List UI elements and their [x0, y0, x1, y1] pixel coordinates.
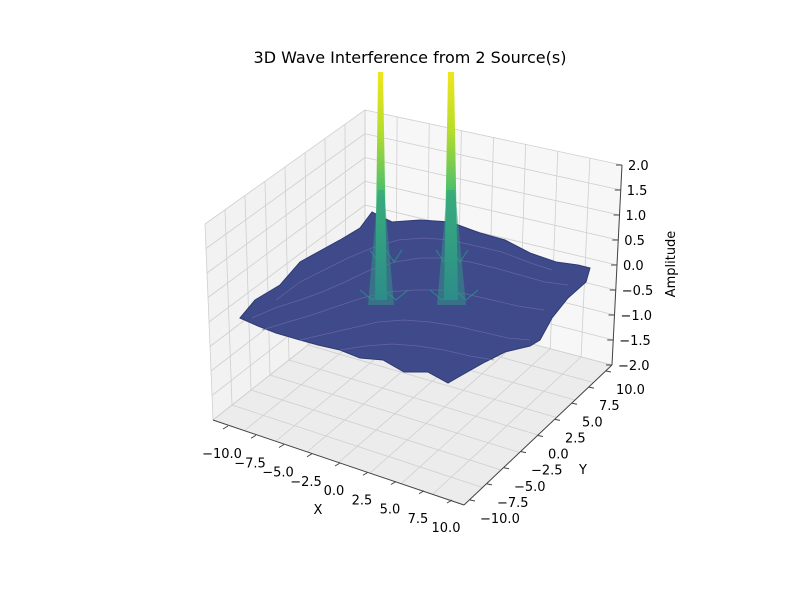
x-tick-mark [250, 434, 257, 439]
y-axis-line [463, 364, 613, 506]
z-tick-label: 0.5 [624, 234, 645, 249]
wave-surface [239, 72, 591, 384]
spike-halo-2 [437, 190, 466, 305]
x-gridline [369, 340, 520, 474]
z-gridline-left [208, 204, 366, 323]
chart-title: 3D Wave Interference from 2 Source(s) [253, 48, 567, 67]
x-tick-mark [446, 499, 453, 504]
z-ticks: −2.0 −1.5 −1.0 −0.5 0.0 0.5 1.0 1.5 2.0 [606, 159, 653, 374]
x-ticks: −10.0−7.5−5.0−2.50.0 2.5 5.0 7.510.0 [202, 425, 461, 536]
x-tick-label: −2.5 [290, 475, 322, 490]
y-tick-mark [588, 386, 595, 389]
y-tick-label: 2.5 [565, 431, 586, 446]
z-gridline-left [205, 133, 366, 249]
x-gridline [432, 356, 582, 495]
surface-body [239, 211, 591, 384]
z-axis-label: Amplitude [664, 231, 679, 298]
y-ticks: −10.0−7.5−5.0−2.50.0 2.55.07.510.0 [469, 370, 645, 527]
z-tick-label: 1.5 [627, 184, 648, 199]
x-tick-label: 7.5 [408, 512, 429, 527]
y-tick-label: 10.0 [616, 383, 645, 398]
z-tick-label: 0.0 [623, 259, 644, 274]
x-gridline [400, 348, 551, 485]
x-tick-mark [306, 453, 313, 458]
x-tick-mark [362, 471, 369, 476]
y-tick-label: −10.0 [480, 512, 520, 527]
surface-texture [251, 237, 569, 361]
y-tick-label: −7.5 [497, 496, 529, 511]
x-tick-mark [334, 462, 341, 467]
x-tick-label: 0.0 [324, 484, 345, 499]
z-tick-label: −2.0 [618, 359, 650, 374]
y-tick-mark [605, 370, 612, 373]
y-tick-label: 0.0 [548, 448, 569, 463]
y-tick-mark [554, 418, 561, 421]
y-tick-mark [520, 451, 527, 454]
y-gridline [307, 344, 557, 418]
x-tick-mark [418, 490, 425, 495]
z-tick-label: −0.5 [622, 284, 654, 299]
x-tick-mark [390, 481, 397, 485]
z-gridline-left [207, 180, 366, 298]
x-tick-mark [278, 444, 285, 448]
x-tick-label: 5.0 [380, 503, 401, 518]
z-gridline-back [364, 133, 621, 191]
y-axis-label: Y [578, 463, 587, 478]
y-tick-mark [486, 483, 493, 486]
y-tick-mark [469, 499, 476, 502]
y-gridline [288, 359, 539, 436]
x-tick-label: −5.0 [262, 466, 294, 481]
x-axis-line [212, 419, 465, 506]
x-tick-label: −7.5 [234, 456, 266, 471]
z-tick-label: −1.0 [621, 309, 653, 324]
z-gridline-left [204, 109, 366, 225]
y-tick-mark [503, 467, 510, 470]
y-tick-label: 7.5 [599, 399, 620, 414]
y-tick-label: −5.0 [514, 480, 546, 495]
y-tick-label: −2.5 [531, 464, 563, 479]
z-gridline-back [364, 180, 619, 241]
x-tick-label: −10.0 [202, 447, 242, 462]
z-gridline-left [206, 157, 366, 274]
z-gridline-back [364, 157, 620, 216]
z-tick-label: 1.0 [626, 209, 647, 224]
y-tick-mark [537, 435, 544, 437]
z-gridline-back [364, 109, 623, 166]
x-axis-label: X [314, 503, 323, 518]
z-gridline-back [364, 204, 618, 266]
y-tick-mark [571, 402, 578, 405]
x-tick-label: 10.0 [432, 521, 461, 536]
z-tick-label: 2.0 [628, 159, 649, 174]
x-tick-mark [222, 425, 229, 430]
x-tick-label: 2.5 [352, 493, 373, 508]
y-tick-label: 5.0 [582, 415, 603, 430]
spike-halo-1 [368, 190, 394, 305]
z-tick-label: −1.5 [619, 334, 651, 349]
